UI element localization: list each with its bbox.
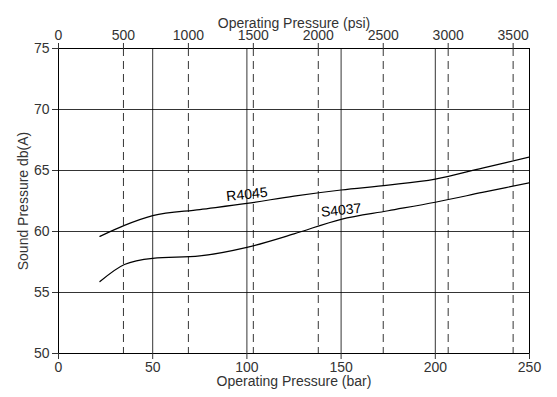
- svg-text:50: 50: [34, 345, 50, 361]
- svg-text:3500: 3500: [498, 27, 529, 43]
- svg-text:150: 150: [329, 359, 353, 376]
- svg-text:1500: 1500: [237, 26, 269, 43]
- svg-text:55: 55: [34, 284, 50, 300]
- svg-text:2500: 2500: [368, 27, 399, 43]
- svg-text:60: 60: [34, 223, 50, 239]
- svg-text:2000: 2000: [302, 26, 334, 43]
- svg-text:0: 0: [55, 27, 63, 43]
- svg-text:R4045: R4045: [225, 184, 268, 204]
- svg-text:0: 0: [55, 359, 63, 375]
- svg-text:200: 200: [424, 359, 448, 375]
- svg-text:500: 500: [112, 27, 136, 43]
- svg-text:Operating Pressure (bar): Operating Pressure (bar): [217, 373, 372, 389]
- svg-text:100: 100: [235, 359, 259, 376]
- svg-text:50: 50: [145, 359, 161, 375]
- svg-text:65: 65: [34, 162, 50, 178]
- svg-text:3000: 3000: [433, 27, 464, 43]
- svg-text:Operating Pressure (psi): Operating Pressure (psi): [218, 15, 371, 31]
- svg-text:Sound Pressure db(A): Sound Pressure db(A): [15, 132, 31, 271]
- svg-text:250: 250: [518, 359, 542, 375]
- svg-text:75: 75: [34, 40, 50, 56]
- svg-text:S4037: S4037: [320, 200, 362, 220]
- svg-text:70: 70: [34, 101, 50, 117]
- svg-text:1000: 1000: [173, 27, 204, 43]
